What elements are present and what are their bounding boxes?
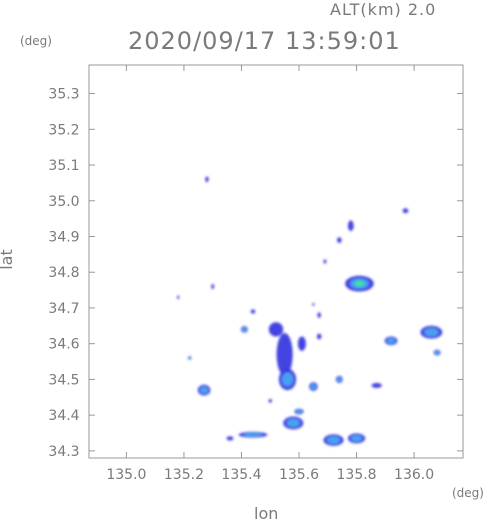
chart-title-timestamp: 2020/09/17 13:59:01: [128, 27, 401, 55]
echo-cell: [177, 295, 180, 300]
echo-cell: [347, 220, 354, 232]
echo-cell: [268, 322, 284, 337]
altitude-label: ALT(km) 2.0: [330, 0, 437, 19]
y-axis-unit: (deg): [20, 34, 52, 48]
echo-cell-core: [296, 409, 303, 414]
y-tick-label: 34.7: [48, 301, 79, 317]
y-tick-label: 34.4: [48, 408, 79, 424]
echo-cell: [268, 399, 272, 403]
echo-cell: [312, 302, 315, 306]
echo-cell-core: [242, 327, 247, 332]
y-tick-label: 35.0: [48, 194, 79, 210]
axis-tick-labels: 135.0 135.2 135.4 135.6 135.8 136.0 34.3 34.4 34…: [48, 87, 434, 483]
x-tick-label: 135.2: [164, 467, 204, 483]
echo-cell-core: [386, 338, 396, 344]
y-tick-label: 34.3: [48, 444, 79, 460]
echo-cell: [250, 309, 256, 314]
echo-cell-core: [350, 435, 363, 442]
x-tick-label: 136.0: [394, 467, 434, 483]
x-tick-label: 135.0: [106, 467, 146, 483]
echo-cell-core: [326, 436, 341, 444]
x-axis-label: lon: [254, 504, 279, 523]
echo-cell: [316, 333, 322, 340]
y-tick-label: 34.8: [48, 265, 79, 281]
y-tick-label: 35.1: [48, 158, 79, 174]
echo-cell: [276, 332, 293, 376]
echo-cell-core: [434, 350, 440, 355]
echo-cell: [371, 382, 382, 388]
y-tick-label: 34.9: [48, 229, 79, 245]
y-tick-label: 35.3: [48, 87, 79, 103]
echo-cell-core: [310, 383, 317, 390]
y-tick-label: 34.6: [48, 337, 79, 353]
echo-cell-core: [286, 418, 300, 428]
echo-cell-peak: [354, 280, 365, 287]
echo-cell-core: [424, 328, 439, 337]
echo-cell: [323, 259, 327, 264]
y-tick-label: 34.5: [48, 372, 79, 388]
echo-cell-core: [243, 432, 263, 437]
echo-cell-peak: [189, 357, 191, 359]
echo-cell: [317, 312, 321, 318]
echo-cell-core: [281, 372, 294, 387]
echo-layer: [177, 176, 443, 446]
echo-cell: [205, 176, 209, 183]
echo-cell: [211, 284, 215, 290]
x-tick-label: 135.8: [337, 467, 377, 483]
echo-cell: [336, 237, 342, 243]
plot-frame: [88, 64, 464, 459]
echo-cell: [402, 208, 409, 214]
axis-ticks: [89, 65, 463, 458]
y-tick-label: 35.2: [48, 122, 79, 138]
echo-cell: [226, 436, 234, 441]
x-tick-label: 135.6: [279, 467, 319, 483]
echo-cell-core: [337, 377, 342, 382]
x-tick-label: 135.4: [221, 467, 261, 483]
echo-cell: [297, 336, 306, 351]
x-axis-unit: (deg): [452, 486, 484, 500]
echo-cell-core: [199, 386, 209, 394]
